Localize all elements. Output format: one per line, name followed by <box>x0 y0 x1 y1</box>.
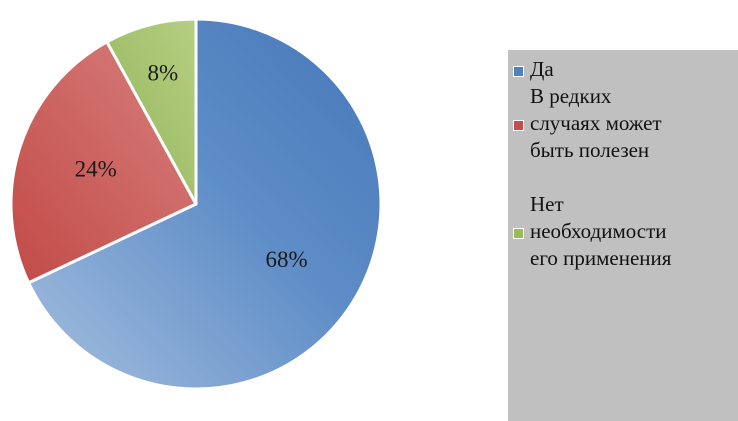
slice-label-rarely: 24% <box>75 157 117 182</box>
legend-swatch-yes <box>513 66 524 77</box>
pie-slice-rarely <box>9 40 198 285</box>
legend-swatch-no-need <box>513 228 524 239</box>
legend-label-rarely: В редких случаях может быть полезен <box>530 84 662 162</box>
pie-slice-yes <box>27 17 383 391</box>
legend-label-no-need: Нет необходимости его применения <box>530 192 672 270</box>
slice-label-no-need: 8% <box>148 60 179 85</box>
legend-swatch-rarely <box>513 120 524 131</box>
slice-label-yes: 68% <box>266 247 308 272</box>
pie-plot: 68% 24% 8% <box>9 17 383 391</box>
pie-slice-no-need <box>105 17 198 206</box>
legend-label-yes: Да <box>530 57 554 81</box>
chart-legend: Да В редких случаях может быть полезен Н… <box>508 50 738 421</box>
